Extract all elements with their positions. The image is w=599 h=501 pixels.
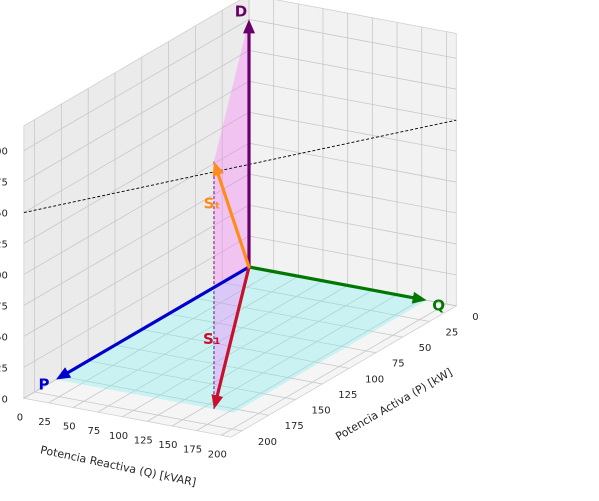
vector-p-shaft [66, 265, 251, 375]
gridline-floor-p [141, 329, 350, 369]
z-tick-label: 125 [0, 240, 8, 251]
gridline-wall-z-q [248, 111, 457, 152]
vector-st-label: Sₜ [204, 195, 221, 213]
vector-d-label: D [235, 2, 247, 20]
x-tick-label: 75 [88, 426, 101, 437]
x-tick-label: 175 [183, 445, 202, 456]
vector-s1-label: S₁ [203, 330, 220, 348]
gridline-wall-z-q [248, 49, 457, 90]
gridline-wall-z-p [23, 19, 250, 151]
y-tick-label: 0 [472, 312, 478, 323]
chart-grid [23, 0, 457, 436]
vector-d-head [243, 19, 255, 34]
vector-st-shaft [216, 173, 251, 269]
y-tick-label: 125 [338, 390, 357, 401]
y-tick-label: 25 [445, 327, 458, 338]
gridline-wall-z-q [248, 173, 457, 214]
gridline-wall-z-p [23, 111, 250, 244]
chart-tick-labels: 0 25 50 75 100 125 150 175 200 0 25 50 75 100 125 150 17… [0, 147, 479, 461]
y-tick-label: 175 [285, 421, 304, 432]
x-tick-label: 0 [17, 412, 23, 423]
z-tick-label: 175 [0, 178, 8, 189]
y-tick-label: 150 [311, 406, 330, 417]
gridline-wall-z-p [23, 142, 250, 275]
z-tick-label: 0 [2, 394, 8, 405]
gridline-wall-z-p [23, 80, 250, 213]
gridline-wall-z-q [248, 80, 457, 121]
plane-p-q-plane [56, 267, 427, 413]
gridline-floor-p [195, 297, 403, 338]
vector-s1-head [211, 394, 224, 410]
vector-p-head [56, 367, 72, 380]
x-tick-label: 100 [109, 431, 128, 442]
x-tick-label: 125 [134, 435, 153, 446]
gridline-floor-p [114, 344, 323, 385]
gridline-wall-z-p [23, 204, 250, 337]
gridline-floor-p [222, 282, 430, 322]
y-tick-label: 200 [258, 437, 277, 448]
gridline-wall-z-p [23, 50, 250, 182]
guide-line [23, 119, 457, 213]
gridline-wall-z-q [248, 142, 457, 183]
z-tick-label: 75 [0, 301, 8, 312]
y-tick-label: 100 [365, 374, 384, 385]
gridline-floor-p [34, 391, 242, 432]
vector-s1-shaft [215, 265, 251, 398]
gridline-floor-p [61, 375, 269, 416]
x-tick-label: 50 [63, 422, 76, 433]
vector-st-head [212, 161, 225, 177]
z-tick-label: 150 [0, 209, 8, 220]
x-tick-label: 200 [208, 449, 227, 460]
back-pane-qz [248, 0, 457, 307]
z-tick-label: 25 [0, 363, 8, 374]
z-tick-label: 50 [0, 332, 8, 343]
gridline-wall-z-p [23, 235, 250, 368]
y-tick-label: 50 [419, 343, 432, 354]
gridline-wall-z-q [248, 235, 457, 276]
gridline-wall-z-p [23, 173, 250, 306]
vector-q-head [411, 291, 427, 304]
gridline-floor-p [168, 313, 376, 354]
chart-guides [23, 119, 457, 410]
x-tick-label: 150 [158, 440, 177, 451]
z-tick-label: 200 [0, 147, 8, 158]
vector-p-label: P [39, 376, 50, 394]
gridline-wall-z-q [248, 19, 457, 59]
y-tick-label: 75 [392, 359, 405, 370]
y-axis-title: Potencia Activa (P) [kW] [333, 366, 454, 443]
vector-q-label: Q [432, 296, 445, 314]
z-tick-label: 100 [0, 270, 8, 281]
x-tick-label: 25 [38, 417, 51, 428]
vector-q-shaft [247, 265, 415, 300]
gridline-floor-p [88, 360, 296, 400]
gridline-wall-z-q [248, 204, 457, 245]
chart-vectors: P Q D S₁ Sₜ [39, 2, 445, 410]
